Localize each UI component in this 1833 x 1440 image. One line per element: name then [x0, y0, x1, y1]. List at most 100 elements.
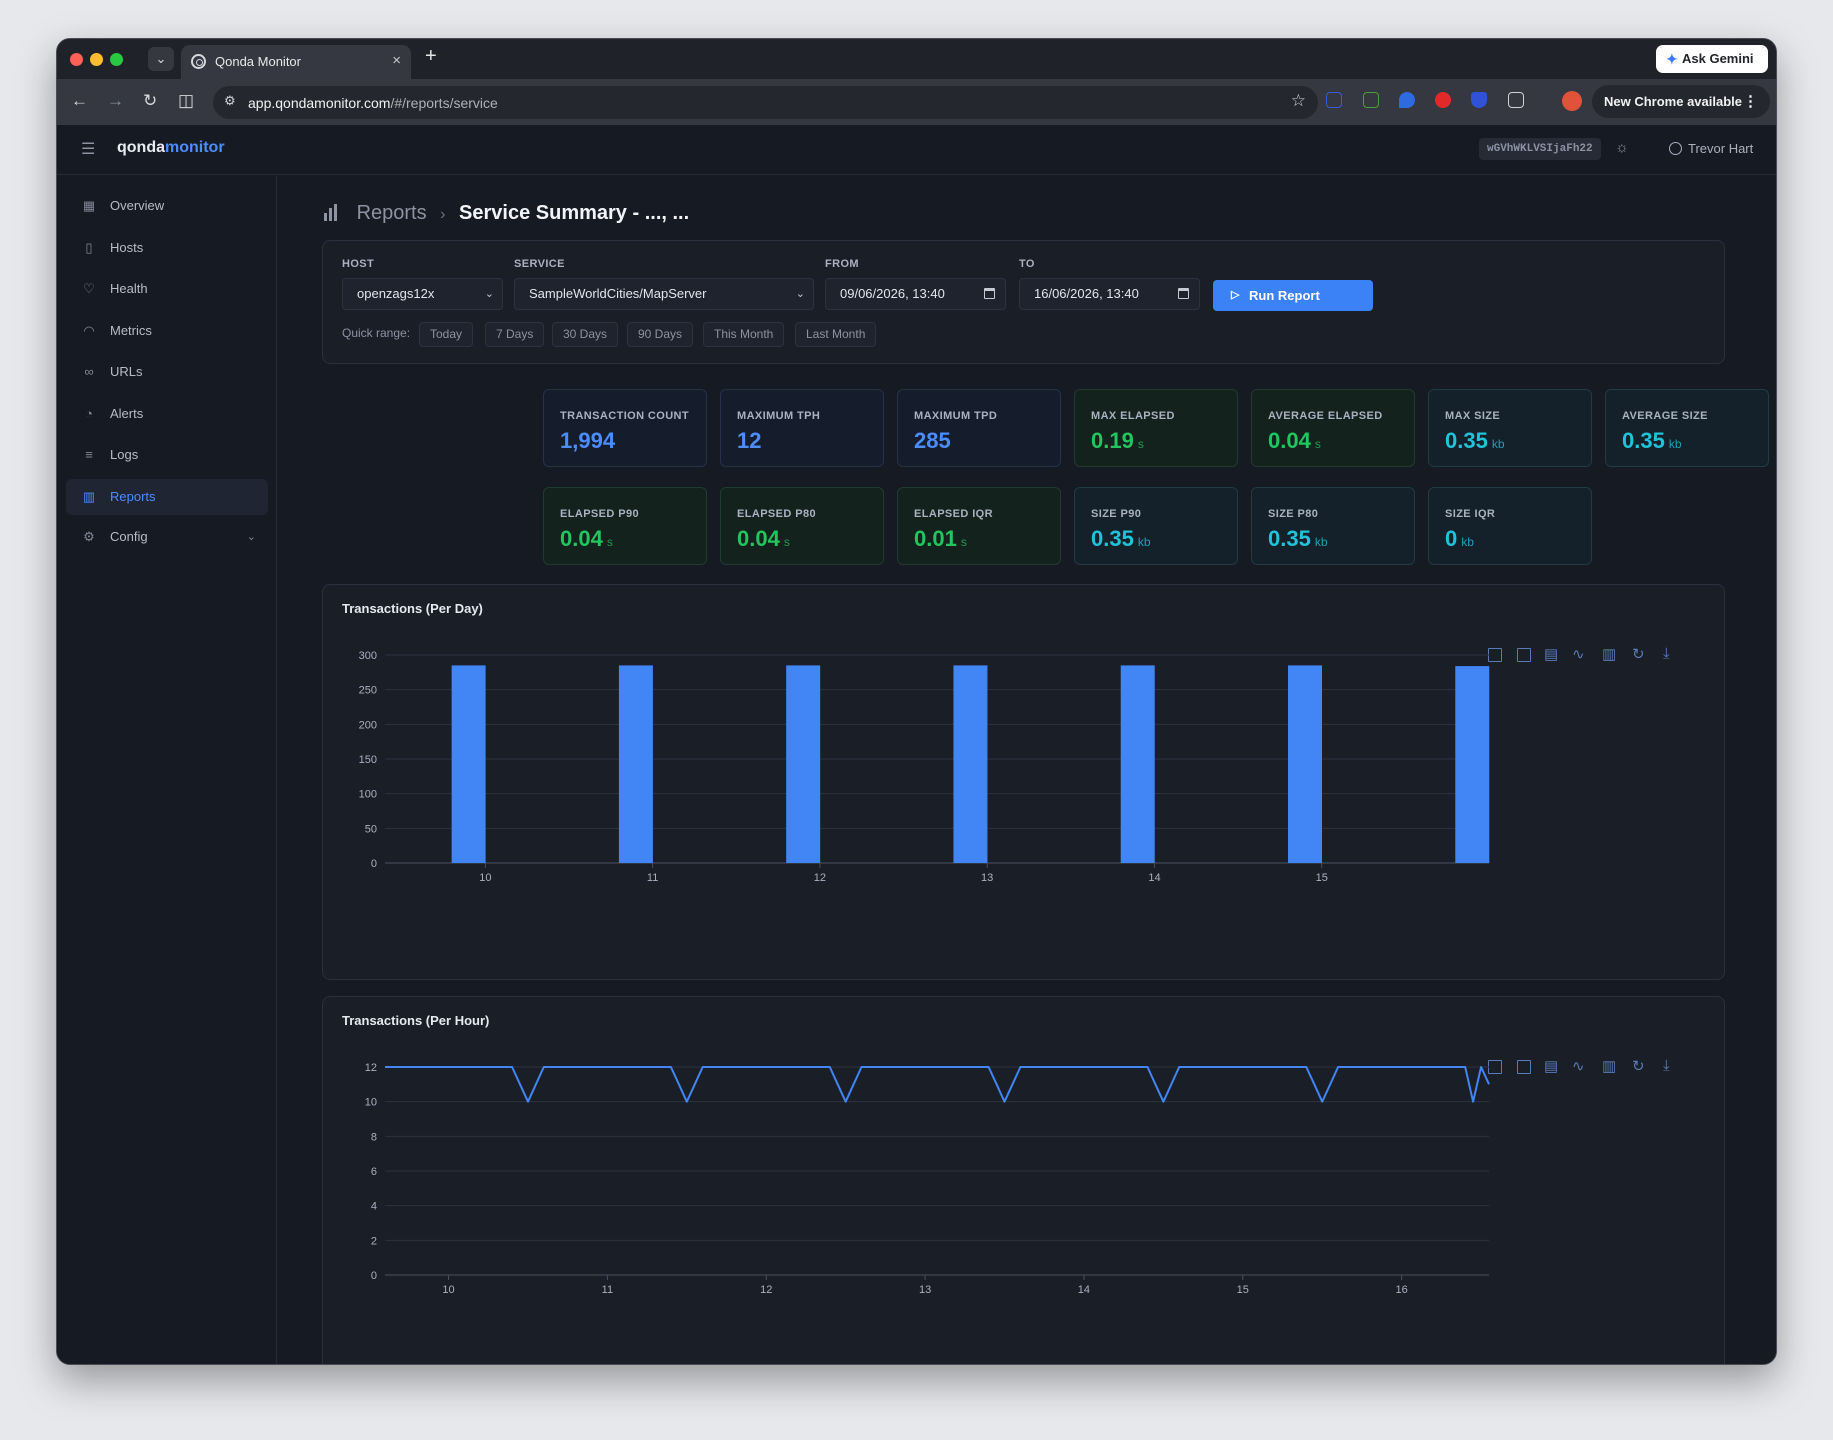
transactions-per-hour-panel: Transactions (Per Hour) ▤ ∿ ▥ ↻ ⤓ 0 2 4 6 8 1…	[322, 996, 1725, 1364]
data-view-icon[interactable]: ▤	[1544, 646, 1559, 663]
stat-label: SIZE IQR	[1445, 508, 1496, 520]
user-menu[interactable]: Trevor Hart	[1669, 141, 1753, 156]
back-button[interactable]: ←	[71, 91, 88, 110]
extension-icon[interactable]	[1326, 92, 1342, 108]
close-window-button[interactable]	[70, 53, 83, 66]
stat-number: 1,994	[560, 428, 616, 453]
chart-toolbox: ▤ ∿ ▥ ↻ ⤓	[1488, 1057, 1690, 1077]
zoom-reset-icon[interactable]	[1517, 1060, 1531, 1074]
sidebar-item-reports[interactable]: ▥ Reports	[66, 479, 268, 515]
bar	[786, 665, 821, 863]
to-datetime-input[interactable]: 16/06/2026, 13:40	[1019, 278, 1200, 310]
line-chart-icon[interactable]: ∿	[1572, 646, 1585, 663]
chevron-down-icon: ⌄	[795, 288, 805, 300]
sidebar-item-urls[interactable]: ∞ URLs	[66, 354, 268, 390]
quick-range-7-days[interactable]: 7 Days	[485, 322, 545, 347]
stat-label: MAXIMUM TPD	[914, 410, 998, 422]
bar-chart-icon[interactable]: ▥	[1602, 646, 1617, 663]
sidebar-item-hosts[interactable]: ▯ Hosts	[66, 230, 268, 266]
sidebar-item-metrics[interactable]: ◠ Metrics	[66, 313, 268, 349]
y-tick-label: 250	[359, 685, 377, 697]
maximize-window-button[interactable]	[110, 53, 123, 66]
browser-toolbar: ← → ↻ ◫ ⚙ app.qondamonitor.com/#/reports…	[57, 79, 1776, 125]
new-tab-button[interactable]: +	[425, 45, 437, 67]
sidebar-item-label: Alerts	[110, 406, 144, 421]
chevron-down-icon: ⌄	[155, 51, 167, 66]
from-datetime-value: 09/06/2026, 13:40	[840, 286, 945, 301]
calendar-icon[interactable]	[984, 288, 995, 299]
shield-extension-icon[interactable]	[1471, 92, 1487, 108]
run-report-button[interactable]: ▷ Run Report	[1213, 280, 1373, 311]
quick-range-last-month[interactable]: Last Month	[795, 322, 877, 347]
stat-value: 285	[914, 428, 951, 454]
stat-value: 0.35 kb	[1091, 526, 1151, 552]
extension-icon[interactable]	[1363, 92, 1379, 108]
side-panel-icon[interactable]: ◫	[178, 91, 195, 110]
restore-icon[interactable]: ↻	[1632, 646, 1645, 663]
stat-unit: kb	[1314, 535, 1328, 549]
stat-card-elapsed-p80: ELAPSED P80 0.04 s	[720, 487, 884, 565]
stat-card-elapsed-iqr: ELAPSED IQR 0.01 s	[897, 487, 1061, 565]
stat-card-max-elapsed: MAX ELAPSED 0.19 s	[1074, 389, 1238, 467]
forward-button[interactable]: →	[107, 91, 124, 110]
bookmark-star-icon[interactable]: ☆	[1290, 91, 1306, 110]
x-tick-label: 12	[814, 872, 826, 884]
host-select[interactable]: openzags12x ⌄	[342, 278, 503, 310]
sidebar-item-overview[interactable]: ▦ Overview	[66, 188, 268, 224]
stat-label: SIZE P90	[1091, 508, 1142, 520]
stat-unit: s	[606, 535, 613, 549]
from-datetime-input[interactable]: 09/06/2026, 13:40	[825, 278, 1006, 310]
quick-range-30-days[interactable]: 30 Days	[552, 322, 619, 347]
reload-button[interactable]: ↻	[143, 91, 158, 110]
bar	[953, 665, 988, 863]
close-tab-icon[interactable]: ×	[392, 52, 401, 69]
y-tick-label: 6	[371, 1166, 377, 1178]
stat-label: ELAPSED P90	[560, 508, 639, 520]
sidebar-item-alerts[interactable]: ◔ Alerts	[66, 396, 268, 432]
restore-icon[interactable]: ↻	[1632, 1058, 1645, 1075]
menu-toggle-icon[interactable]: ☰	[81, 141, 96, 158]
quick-range-this-month[interactable]: This Month	[703, 322, 785, 347]
ask-gemini-button[interactable]: ✦ Ask Gemini	[1656, 45, 1768, 73]
sidebar-item-label: Hosts	[110, 240, 144, 255]
zoom-reset-icon[interactable]	[1517, 648, 1531, 662]
app: ☰ qondamonitor wGVhWKLVSIjaFh22 ☼ Trevor…	[57, 125, 1776, 1364]
quick-range-90-days[interactable]: 90 Days	[627, 322, 694, 347]
service-select[interactable]: SampleWorldCities/MapServer ⌄	[514, 278, 814, 310]
bar-chart-icon[interactable]: ▥	[1602, 1058, 1617, 1075]
puzzle-extensions-icon[interactable]	[1508, 92, 1524, 108]
page-title: Service Summary - ..., ...	[459, 202, 690, 224]
play-icon: ▷	[1231, 289, 1240, 301]
theme-toggle-sun-icon[interactable]: ☼	[1615, 139, 1629, 156]
breadcrumb-reports-link[interactable]: Reports	[356, 202, 427, 224]
data-view-icon[interactable]: ▤	[1544, 1058, 1559, 1075]
sidebar-item-health[interactable]: ♡ Health	[66, 271, 268, 307]
stat-number: 0.04	[560, 526, 603, 551]
sidebar-item-config[interactable]: ⚙ Config ⌄	[66, 519, 268, 555]
app-logo[interactable]: qondamonitor	[117, 139, 225, 156]
service-select-value: SampleWorldCities/MapServer	[529, 286, 707, 301]
calendar-icon[interactable]	[1178, 288, 1189, 299]
browser-tab[interactable]: Qonda Monitor ×	[181, 45, 411, 79]
main-content: Reports › Service Summary - ..., ... HOS…	[278, 176, 1776, 1364]
stat-unit: s	[1314, 437, 1321, 451]
browser-window: ⌄ Qonda Monitor × + ✦ Ask Gemini ← → ↻ ◫ …	[56, 38, 1777, 1365]
extension-icon[interactable]	[1435, 92, 1451, 108]
stat-label: ELAPSED P80	[737, 508, 816, 520]
sidebar-item-logs[interactable]: ≡ Logs	[66, 437, 268, 473]
profile-avatar[interactable]	[1562, 91, 1582, 111]
tab-search-button[interactable]: ⌄	[148, 47, 174, 71]
site-info-icon[interactable]: ⚙	[224, 93, 236, 108]
address-bar[interactable]: ⚙ app.qondamonitor.com/#/reports/service…	[213, 86, 1318, 119]
stat-card-average-elapsed: AVERAGE ELAPSED 0.04 s	[1251, 389, 1415, 467]
download-icon[interactable]: ⤓	[1663, 645, 1670, 662]
download-icon[interactable]: ⤓	[1663, 1057, 1670, 1074]
line-chart-icon[interactable]: ∿	[1572, 1058, 1585, 1075]
series-line	[385, 1066, 1490, 1103]
to-label: TO	[1019, 258, 1035, 270]
minimize-window-button[interactable]	[90, 53, 103, 66]
quick-range-today[interactable]: Today	[419, 322, 474, 347]
extension-icon[interactable]	[1399, 92, 1415, 108]
bar	[1455, 666, 1490, 863]
update-chrome-button[interactable]: New Chrome available ⋮	[1592, 85, 1770, 118]
